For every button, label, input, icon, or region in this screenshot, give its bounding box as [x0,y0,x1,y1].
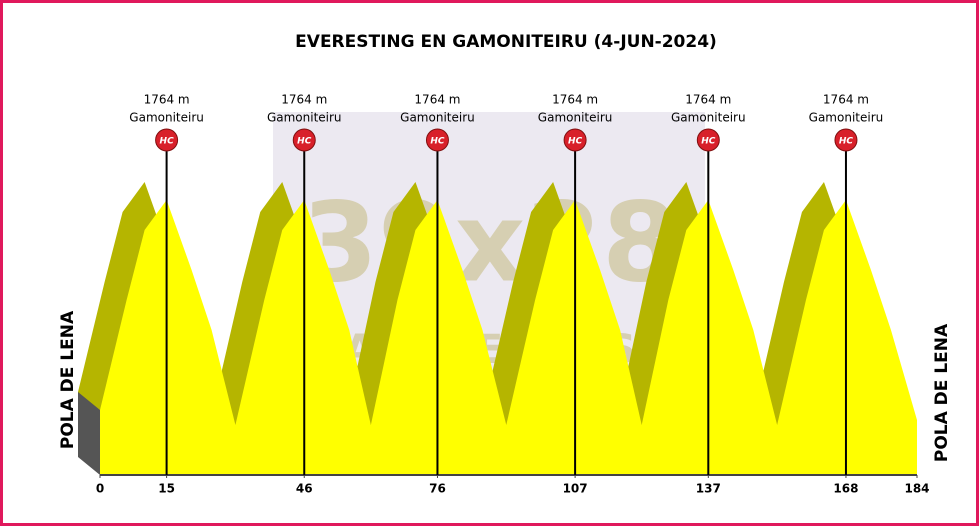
summit-elevation: 1764 m [414,93,460,107]
x-tick-label: 0 [96,482,104,496]
summit-name: Gamoniteiru [129,111,204,125]
summit-category: HC [701,137,716,147]
x-tick-label: 107 [563,482,588,496]
chart-title: EVERESTING EN GAMONITEIRU (4-JUN-2024) [295,32,717,52]
summit-name: Gamoniteiru [809,111,884,125]
summit-elevation: 1764 m [144,93,190,107]
summit-elevation: 1764 m [552,93,598,107]
summit-badge [292,128,316,152]
summit-elevation: 1764 m [281,93,327,107]
summit-badge [425,128,449,152]
summit-name: Gamoniteiru [671,111,746,125]
start-label: POLA DE LENA [58,310,78,449]
summit-category: HC [839,137,854,147]
summit-badge [155,128,179,152]
end-label: POLA DE LENA [932,323,952,462]
summit-elevation: 1764 m [823,93,869,107]
summit-category: HC [160,137,175,147]
summit-category: HC [568,137,583,147]
x-tick-label: 46 [296,482,313,496]
summit-category: HC [297,137,312,147]
summit-name: Gamoniteiru [400,111,475,125]
x-tick-label: 76 [429,482,446,496]
summit-name: Gamoniteiru [267,111,342,125]
x-tick-label: 184 [904,482,929,496]
profile-left [78,392,100,475]
summit-badge [563,128,587,152]
x-tick-label: 15 [158,482,175,496]
x-tick-label: 137 [696,482,721,496]
summit-name: Gamoniteiru [538,111,613,125]
summit-badge [696,128,720,152]
plot: 39x28ALTIMETRÍAShttp://39x28altimetrias.… [78,93,930,496]
summit-elevation: 1764 m [685,93,731,107]
watermark-main: 39x28 [301,178,678,306]
x-tick-label: 168 [833,482,858,496]
summit-category: HC [430,137,445,147]
summit-badge [834,128,858,152]
